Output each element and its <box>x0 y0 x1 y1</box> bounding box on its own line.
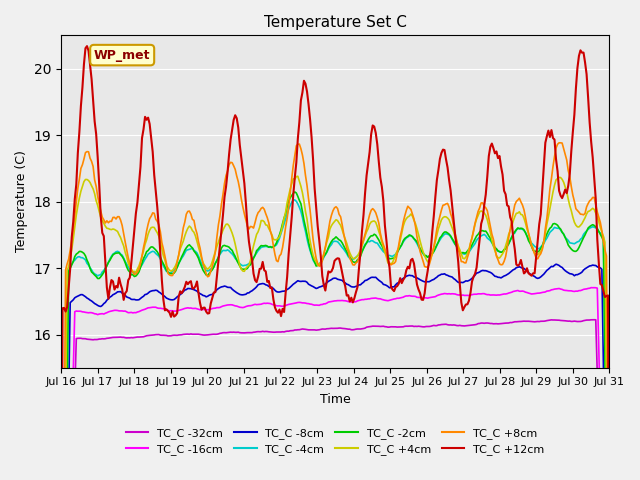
Y-axis label: Temperature (C): Temperature (C) <box>15 151 28 252</box>
Legend: TC_C -32cm, TC_C -16cm, TC_C -8cm, TC_C -4cm, TC_C -2cm, TC_C +4cm, TC_C +8cm, T: TC_C -32cm, TC_C -16cm, TC_C -8cm, TC_C … <box>122 423 548 459</box>
X-axis label: Time: Time <box>320 393 351 406</box>
Title: Temperature Set C: Temperature Set C <box>264 15 406 30</box>
Text: WP_met: WP_met <box>94 48 150 61</box>
